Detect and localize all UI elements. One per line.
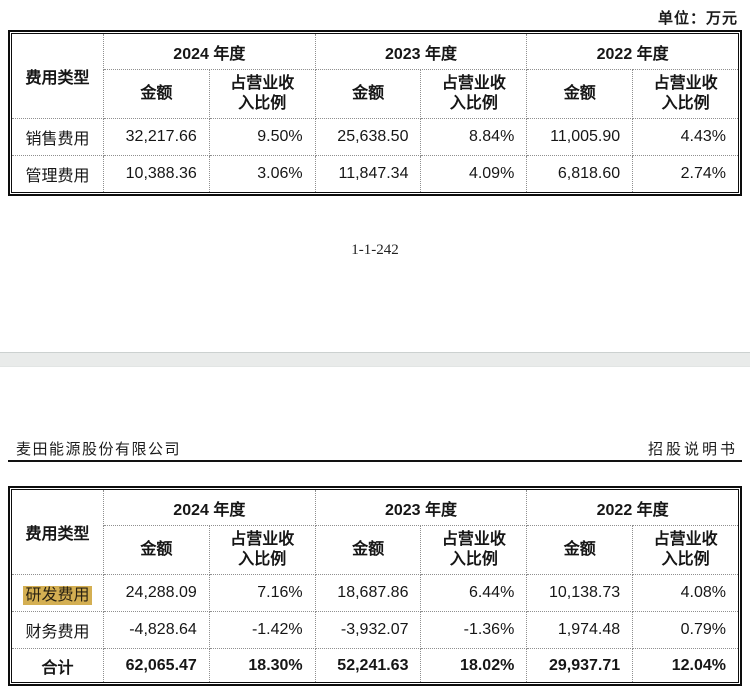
page-break-divider [0, 352, 750, 367]
amount-cell: -4,828.64 [103, 611, 210, 649]
table2-year-header-row: 费用类型 2024 年度 2023 年度 2022 年度 [11, 489, 739, 575]
ratio-cell: -1.42% [208, 611, 316, 649]
amount-header: 金额 [103, 525, 210, 575]
amount-cell: 10,138.73 [526, 574, 634, 612]
table1-sub-header-row: 金额 占营业收 入比例 金额 占营业收 入比例 金额 占营业收 入比例 [12, 69, 739, 119]
amount-cell: 18,687.86 [314, 574, 422, 612]
ratio-header: 占营业收 入比例 [632, 525, 739, 575]
header-rule [8, 460, 742, 462]
expense-table-page2: 费用类型 2024 年度 2023 年度 2022 年度 金额 占营业收 入比例… [8, 486, 742, 686]
ratio-header: 占营业收 入比例 [208, 525, 316, 575]
amount-header: 金额 [526, 525, 634, 575]
ratio-cell: 18.02% [420, 648, 528, 683]
table-row-rd-expense: 研发费用 24,288.09 7.16% 18,687.86 6.44% 10,… [11, 574, 739, 612]
page-number: 1-1-242 [351, 242, 399, 258]
amount-header: 金额 [314, 525, 422, 575]
year-header-2022: 2022 年度 [526, 489, 739, 526]
ratio-cell: 6.44% [420, 574, 528, 612]
ratio-cell: 3.06% [208, 155, 316, 193]
year-header-2022: 2022 年度 [526, 33, 739, 70]
highlight-mark: 研发费用 [23, 586, 92, 605]
amount-cell: 11,847.34 [314, 155, 422, 193]
ratio-cell: 4.43% [632, 118, 739, 156]
amount-header: 金额 [526, 69, 634, 119]
amount-cell: 1,974.48 [526, 611, 634, 649]
table1-year-header-row: 费用类型 2024 年度 2023 年度 2022 年度 [11, 33, 739, 119]
unit-label: 单位：万元 [657, 10, 738, 27]
year-header-2024: 2024 年度 [103, 489, 316, 526]
ratio-header: 占营业收 入比例 [420, 69, 528, 119]
document-header-doc-type: 招股说明书 [647, 442, 738, 458]
amount-cell: 24,288.09 [103, 574, 210, 612]
ratio-cell: 2.74% [632, 155, 739, 193]
ratio-cell: 8.84% [420, 118, 528, 156]
amount-cell: 32,217.66 [103, 118, 210, 156]
ratio-cell: 4.08% [632, 574, 739, 612]
row-label: 销售费用 [11, 118, 104, 156]
amount-cell: 29,937.71 [526, 648, 634, 683]
expense-table-2: 费用类型 2024 年度 2023 年度 2022 年度 金额 占营业收 入比例… [11, 489, 739, 683]
expense-table-1: 费用类型 2024 年度 2023 年度 2022 年度 金额 占营业收 入比例… [11, 33, 739, 193]
amount-cell: 11,005.90 [526, 118, 634, 156]
ratio-cell: -1.36% [420, 611, 528, 649]
table-row-admin-expense: 管理费用 10,388.36 3.06% 11,847.34 4.09% 6,8… [11, 155, 739, 193]
amount-header: 金额 [103, 69, 210, 119]
amount-cell: -3,932.07 [314, 611, 422, 649]
table2-sub-header-row: 金额 占营业收 入比例 金额 占营业收 入比例 金额 占营业收 入比例 [12, 525, 739, 575]
column-header-expense-type: 费用类型 [11, 489, 104, 575]
amount-cell: 25,638.50 [314, 118, 422, 156]
ratio-header: 占营业收 入比例 [208, 69, 316, 119]
year-header-2023: 2023 年度 [314, 33, 528, 70]
ratio-cell: 4.09% [420, 155, 528, 193]
ratio-cell: 9.50% [208, 118, 316, 156]
amount-cell: 6,818.60 [526, 155, 634, 193]
row-label: 合计 [11, 648, 104, 683]
ratio-cell: 18.30% [208, 648, 316, 683]
row-label: 财务费用 [11, 611, 104, 649]
amount-cell: 10,388.36 [103, 155, 210, 193]
row-label-highlighted: 研发费用 [11, 574, 104, 612]
column-header-expense-type: 费用类型 [11, 33, 104, 119]
ratio-cell: 12.04% [632, 648, 739, 683]
table-row-total: 合计 62,065.47 18.30% 52,241.63 18.02% 29,… [11, 648, 739, 683]
ratio-cell: 7.16% [208, 574, 316, 612]
year-header-2023: 2023 年度 [314, 489, 528, 526]
document-header-company-name: 麦田能源股份有限公司 [16, 442, 182, 458]
table-row-finance-expense: 财务费用 -4,828.64 -1.42% -3,932.07 -1.36% 1… [11, 611, 739, 649]
amount-cell: 62,065.47 [103, 648, 210, 683]
table-row-sales-expense: 销售费用 32,217.66 9.50% 25,638.50 8.84% 11,… [11, 118, 739, 156]
ratio-header: 占营业收 入比例 [632, 69, 739, 119]
row-label: 管理费用 [11, 155, 104, 193]
amount-header: 金额 [314, 69, 422, 119]
expense-table-page1: 费用类型 2024 年度 2023 年度 2022 年度 金额 占营业收 入比例… [8, 30, 742, 196]
ratio-cell: 0.79% [632, 611, 739, 649]
ratio-header: 占营业收 入比例 [420, 525, 528, 575]
year-header-2024: 2024 年度 [103, 33, 316, 70]
amount-cell: 52,241.63 [314, 648, 422, 683]
